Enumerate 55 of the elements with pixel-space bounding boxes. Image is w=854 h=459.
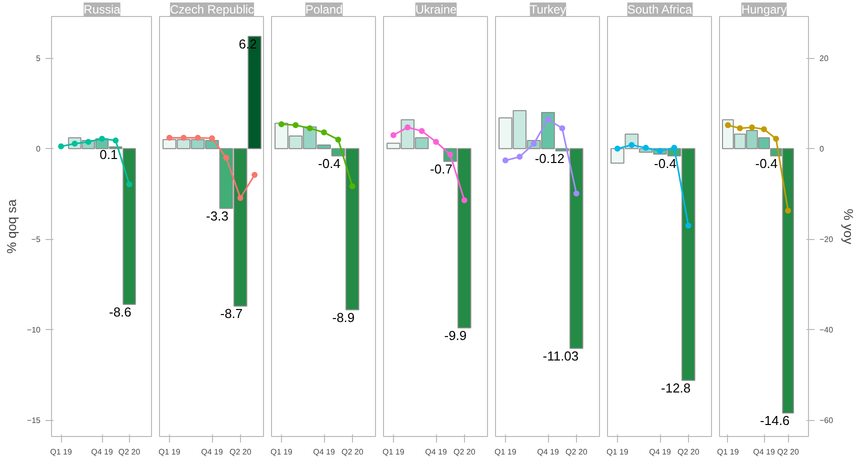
data-label: -8.9 <box>332 310 355 325</box>
data-label: -12.8 <box>661 380 691 396</box>
y-tick-label: −5 <box>31 235 42 244</box>
data-label: -8.6 <box>108 304 132 320</box>
y2-tick-label: 0 <box>820 144 824 154</box>
chart-title: Russia <box>84 2 121 16</box>
y2-tick-label: −40 <box>820 326 834 335</box>
x-tick-label: Q1 19 <box>158 448 181 456</box>
x-tick-label: Q2 20 <box>229 448 252 456</box>
x-tick-label: Q1 19 <box>494 448 517 456</box>
chart-title: Poland <box>305 2 343 16</box>
data-label: 0.1 <box>100 146 118 162</box>
chart-title: Hungary <box>741 2 787 16</box>
x-tick-label: Q4 19 <box>425 448 448 456</box>
x-tick-label: Q1 19 <box>382 448 405 456</box>
data-label: -9.9 <box>444 328 467 343</box>
data-label: -11.03 <box>542 348 579 364</box>
x-tick-label: Q4 19 <box>201 448 224 456</box>
x-tick-label: Q2 20 <box>777 448 800 456</box>
x-tick-label: Q2 20 <box>341 448 364 456</box>
y2-tick-label: 20 <box>820 54 829 64</box>
data-label: -8.7 <box>220 306 243 322</box>
x-tick-label: Q2 20 <box>677 448 700 456</box>
x-tick-label: Q4 19 <box>649 448 672 456</box>
data-label: 6.2 <box>238 36 257 52</box>
x-tick-label: Q1 19 <box>50 448 72 456</box>
chart-title: Ukraine <box>415 2 457 16</box>
data-label: -0.7 <box>430 161 452 176</box>
x-tick-label: Q1 19 <box>606 448 629 456</box>
x-tick-label: Q2 20 <box>453 448 476 456</box>
x-tick-label: Q4 19 <box>753 448 776 456</box>
x-tick-label: Q1 19 <box>717 448 740 456</box>
y-tick-label: −10 <box>26 326 42 335</box>
data-label: -0.4 <box>654 156 676 171</box>
x-tick-label: Q4 19 <box>537 448 560 456</box>
data-label: -0.4 <box>755 156 778 171</box>
y2-axis-title: % yoy <box>841 208 854 245</box>
chart-title: Turkey <box>530 2 566 16</box>
data-label: -0.4 <box>318 156 340 171</box>
chart-title: Czech Republic <box>170 2 254 16</box>
x-tick-label: Q1 19 <box>270 448 293 456</box>
y2-tick-label: −60 <box>820 416 834 426</box>
x-tick-label: Q4 19 <box>91 448 114 456</box>
x-tick-label: Q2 20 <box>565 448 588 456</box>
y-tick-label: 5 <box>36 54 42 64</box>
data-label: -3.3 <box>206 208 228 224</box>
data-label: -0.12 <box>534 150 564 166</box>
x-tick-label: Q4 19 <box>313 448 336 456</box>
y-tick-label: −15 <box>26 416 42 426</box>
data-label: -14.6 <box>760 412 790 428</box>
x-tick-label: Q2 20 <box>118 448 141 456</box>
y2-tick-label: −20 <box>820 235 834 244</box>
chart-title: South Africa <box>627 2 692 16</box>
y-axis-title: % qoq sa <box>4 198 19 254</box>
y-tick-label: 0 <box>36 144 42 154</box>
